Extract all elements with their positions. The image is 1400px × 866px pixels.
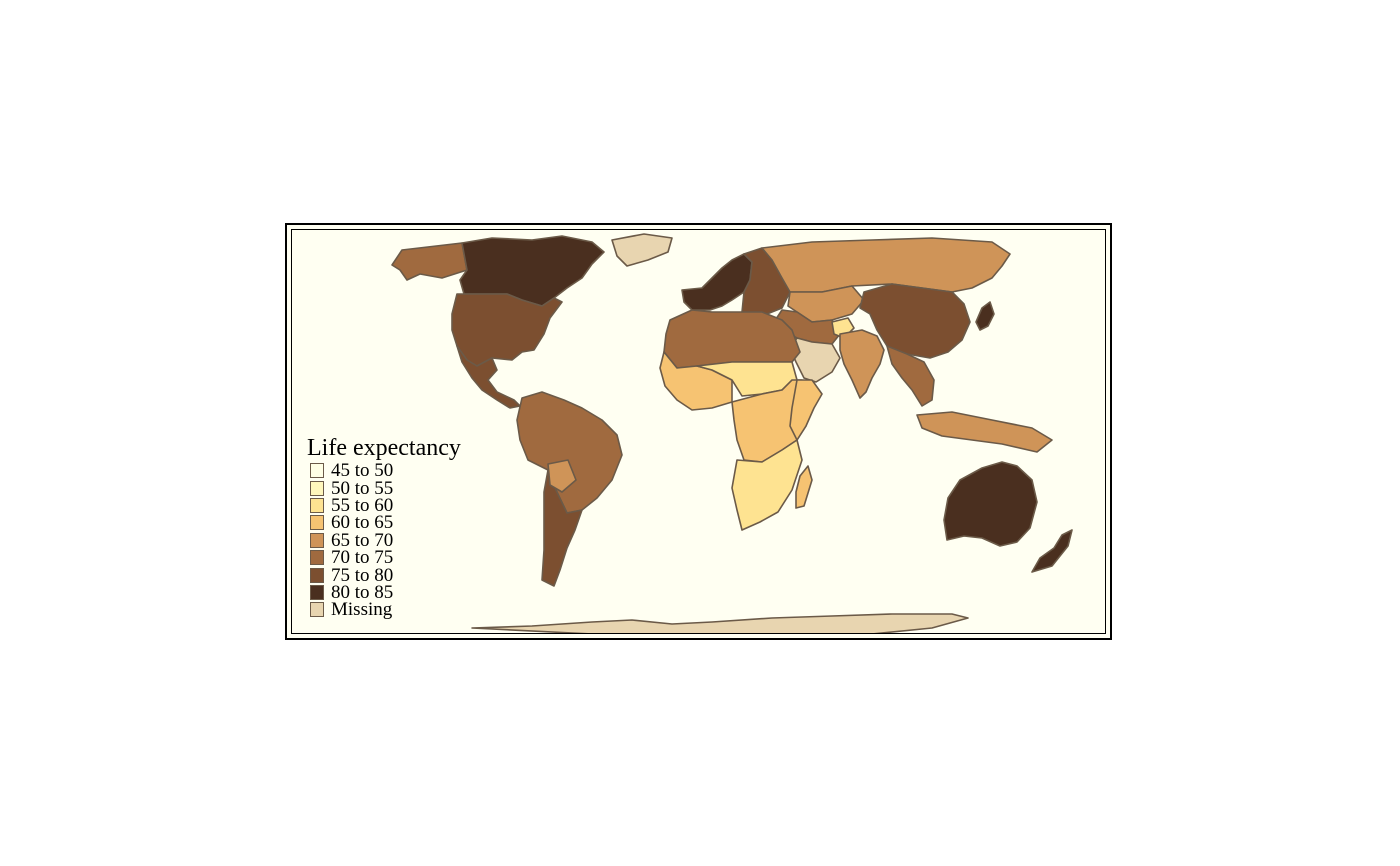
legend-swatch: [310, 515, 324, 531]
legend-swatch: [310, 532, 324, 548]
legend-label: Missing: [331, 599, 393, 621]
legend-label: 45 to 50: [331, 460, 394, 482]
legend-item: 50 to 55: [310, 477, 461, 499]
region-antarctica: [471, 613, 969, 633]
region-east-africa: [789, 379, 823, 441]
map-frame: Life expectancy 45 to 50 50 to 55 55 to 60…: [285, 223, 1112, 640]
region-argentina-chile: [541, 469, 583, 587]
region-south-america: [516, 391, 623, 514]
legend-swatch: [310, 480, 324, 496]
legend-swatch: [310, 497, 324, 513]
legend-item: 65 to 70: [310, 529, 461, 551]
legend-label: 60 to 65: [331, 512, 394, 534]
region-usa: [451, 293, 563, 367]
legend-swatch: [310, 463, 324, 479]
legend-item: Missing: [310, 599, 461, 621]
region-japan: [975, 301, 995, 331]
region-canada: [459, 235, 605, 307]
region-west-africa: [659, 351, 733, 411]
region-southeast-asia: [886, 345, 935, 407]
legend-label: 65 to 70: [331, 529, 394, 551]
legend-item: 80 to 85: [310, 581, 461, 603]
legend-title: Life expectancy: [307, 435, 461, 461]
region-bolivia: [547, 459, 577, 493]
legend-item: 45 to 50: [310, 460, 461, 482]
legend: Life expectancy 45 to 50 50 to 55 55 to 60…: [307, 434, 461, 621]
region-new-zealand: [1031, 529, 1073, 573]
region-southern-africa: [731, 439, 803, 531]
legend-swatch: [310, 550, 324, 566]
legend-item: 55 to 60: [310, 494, 461, 516]
region-madagascar: [795, 465, 813, 509]
region-north-africa: [663, 309, 801, 369]
legend-label: 50 to 55: [331, 477, 394, 499]
map-panel: Life expectancy 45 to 50 50 to 55 55 to 60…: [291, 229, 1106, 634]
legend-label: 55 to 60: [331, 494, 394, 516]
region-indonesia: [916, 411, 1053, 453]
legend-item: 60 to 65: [310, 512, 461, 534]
legend-label: 75 to 80: [331, 564, 394, 586]
legend-swatch: [310, 602, 324, 618]
region-western-europe: [681, 253, 753, 311]
region-russia: [761, 237, 1011, 293]
world-map: [391, 233, 1073, 633]
region-china: [859, 283, 971, 359]
region-mexico-central-america: [456, 345, 521, 409]
legend-label: 80 to 85: [331, 581, 394, 603]
legend-rows: 45 to 50 50 to 55 55 to 60 60 to 65 65 to 70…: [310, 460, 461, 621]
region-australia: [943, 461, 1038, 547]
legend-item: 70 to 75: [310, 547, 461, 569]
legend-swatch: [310, 567, 324, 583]
legend-item: 75 to 80: [310, 564, 461, 586]
region-greenland: [611, 233, 673, 267]
region-central-asia: [787, 285, 865, 323]
legend-label: 70 to 75: [331, 547, 394, 569]
legend-swatch: [310, 584, 324, 600]
region-india: [839, 329, 885, 399]
region-alaska: [391, 242, 468, 281]
